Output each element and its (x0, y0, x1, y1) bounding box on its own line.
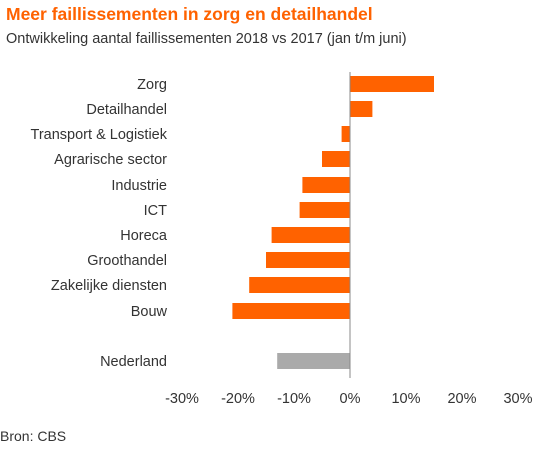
category-label-nederland: Nederland (100, 354, 167, 370)
x-tick-label: -10% (277, 391, 311, 407)
bar-transport-and-logistiek (341, 126, 350, 142)
x-tick-label: 0% (340, 391, 361, 407)
bar-horeca (271, 227, 350, 243)
source-note: Bron: CBS (0, 428, 67, 444)
bar-zakelijke-diensten (249, 277, 350, 293)
bar-zorg (350, 76, 434, 92)
category-label-zakelijke-diensten: Zakelijke diensten (51, 278, 167, 294)
category-label-agrarische-sector: Agrarische sector (54, 152, 167, 168)
category-label-ict: ICT (144, 203, 168, 219)
x-tick-label: -20% (221, 391, 255, 407)
x-tick-labels: -30% -20% -10% 0% 10% 20% 30% (165, 391, 533, 407)
x-tick-label: 30% (503, 391, 532, 407)
bar-groothandel (266, 252, 350, 268)
bars-group (232, 76, 434, 369)
bar-bouw (232, 303, 350, 319)
x-tick-label: -30% (165, 391, 199, 407)
bar-industrie (302, 177, 350, 193)
chart-subtitle: Ontwikkeling aantal faillissementen 2018… (6, 31, 407, 47)
bar-agrarische-sector (322, 151, 350, 167)
category-label-horeca: Horeca (120, 228, 168, 244)
x-tick-label: 20% (447, 391, 476, 407)
category-label-detailhandel: Detailhandel (86, 102, 167, 118)
category-label-transport-and-logistiek: Transport & Logistiek (31, 127, 168, 143)
category-label-bouw: Bouw (131, 304, 168, 320)
x-tick-label: 10% (391, 391, 420, 407)
category-labels: Zorg Detailhandel Transport & Logistiek Agr… (31, 77, 168, 370)
chart-title: Meer faillissementen in zorg en detailha… (6, 4, 373, 24)
bar-ict (299, 202, 350, 218)
bar-nederland (277, 353, 350, 369)
category-label-industrie: Industrie (111, 178, 167, 194)
bar-detailhandel (350, 101, 373, 117)
category-label-groothandel: Groothandel (87, 253, 167, 269)
category-label-zorg: Zorg (137, 77, 167, 93)
